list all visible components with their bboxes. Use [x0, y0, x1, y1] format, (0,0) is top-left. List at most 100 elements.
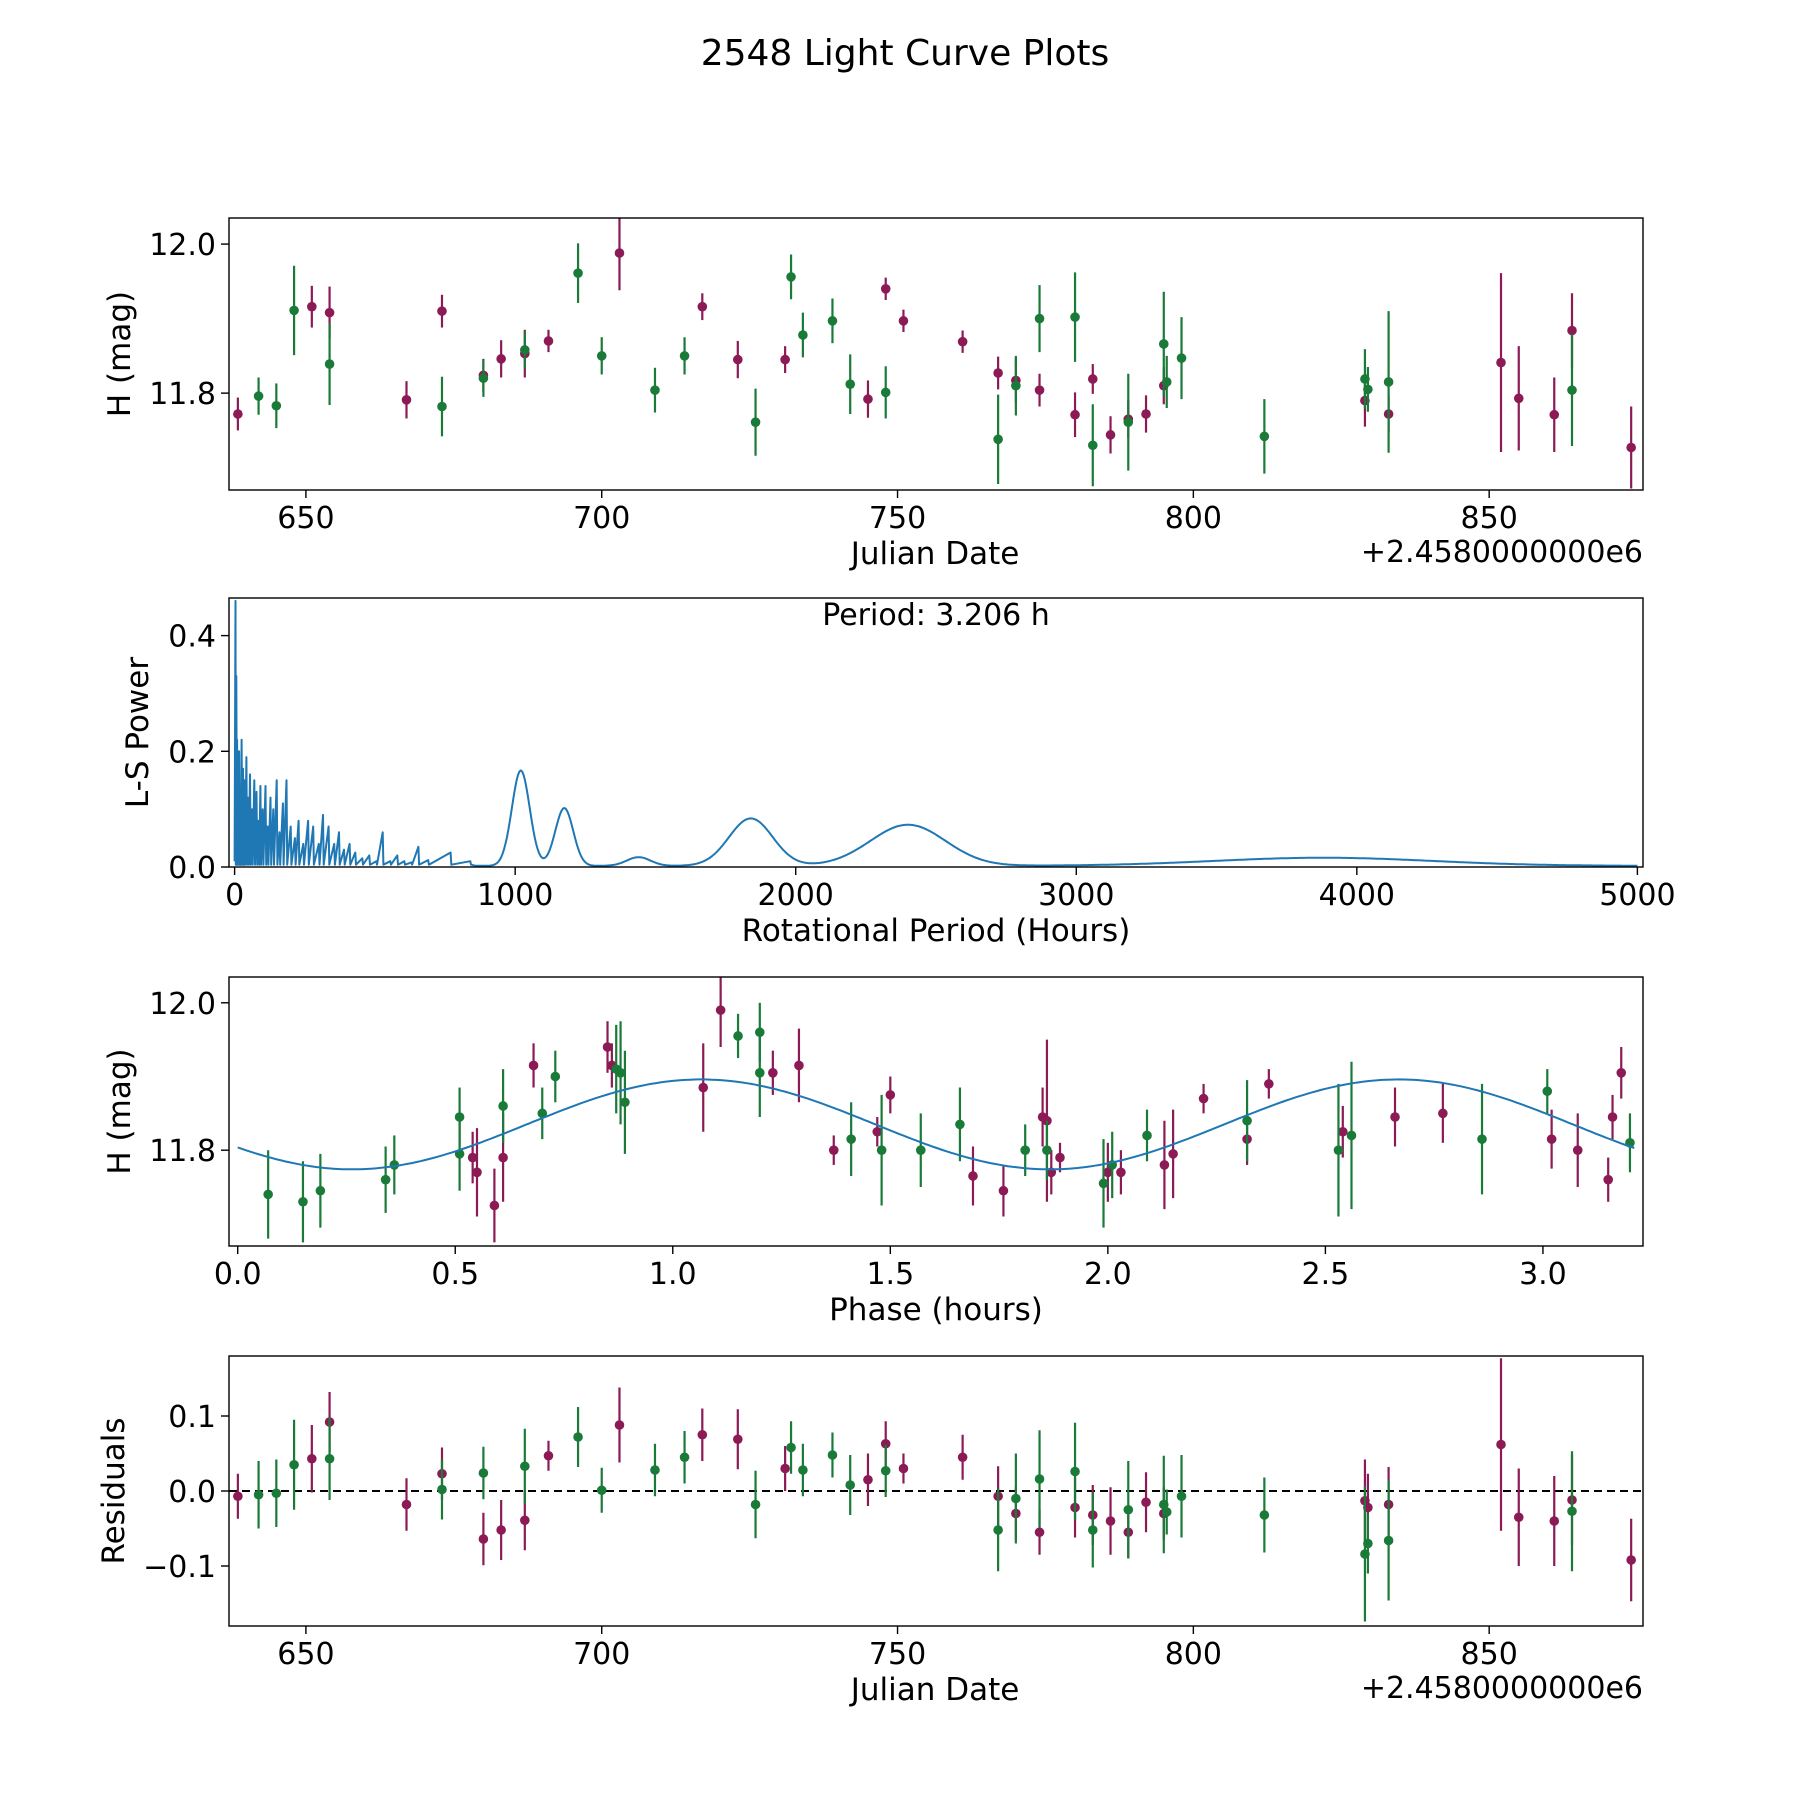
data-point [1087, 1525, 1098, 1535]
data-point [1055, 1152, 1065, 1163]
data-point [1259, 1510, 1270, 1520]
data-point [828, 1145, 839, 1155]
periodogram-panel: Period: 3.206 h 0 1000 2000 3000 4000 5000 0.0 0… [120, 597, 1676, 949]
data-point [827, 1450, 838, 1460]
y-tick-label: 0.1 [168, 1400, 216, 1435]
data-point [1070, 1466, 1080, 1477]
data-point [650, 1465, 660, 1475]
x-tick-label: 2.0 [1084, 1257, 1132, 1292]
data-point [620, 1097, 630, 1108]
data-point [968, 1171, 978, 1181]
data-point [467, 1152, 478, 1163]
data-point [537, 1108, 548, 1119]
data-point [715, 1005, 726, 1015]
data-point [1123, 417, 1134, 427]
data-point [289, 305, 299, 316]
data-point [1020, 1145, 1030, 1155]
data-point [1042, 1115, 1052, 1126]
x-tick-label: 3000 [1038, 878, 1114, 913]
data-point [750, 417, 761, 427]
data-point [573, 268, 583, 278]
x-offset-label: +2.4580000000e6 [1361, 1671, 1643, 1706]
data-point [846, 1134, 856, 1144]
data-point [1496, 357, 1506, 368]
data-point [401, 395, 412, 405]
y-tick-label: −0.1 [143, 1550, 216, 1585]
data-point [437, 401, 447, 412]
period-annotation: Period: 3.206 h [822, 598, 1050, 633]
data-point [957, 336, 968, 347]
data-point [1103, 1167, 1113, 1178]
data-point [478, 373, 489, 384]
x-tick-label: 800 [1165, 501, 1222, 536]
data-point [898, 1463, 909, 1474]
data-point [478, 1534, 489, 1544]
data-point [550, 1071, 561, 1082]
data-point [1542, 1086, 1553, 1097]
data-point [615, 1068, 626, 1078]
x-tick-label: 0.5 [431, 1257, 479, 1292]
data-point [1105, 430, 1116, 440]
data-point [733, 1434, 743, 1445]
data-point [1176, 1491, 1187, 1502]
data-point [798, 330, 808, 340]
data-point [827, 316, 838, 326]
x-axis-label: Rotational Period (Hours) [742, 913, 1131, 949]
data-point [1116, 1167, 1126, 1178]
data-point [697, 301, 708, 312]
y-tick-label: 12.0 [149, 987, 216, 1022]
data-point [489, 1200, 500, 1211]
y-tick-label: 12.0 [149, 228, 216, 263]
data-point [872, 1126, 883, 1137]
data-point [1242, 1115, 1252, 1126]
x-tick-label: 0 [225, 878, 244, 913]
data-point [955, 1119, 965, 1130]
data-point [1383, 377, 1394, 387]
data-point [271, 400, 282, 411]
data-point [1198, 1093, 1209, 1104]
data-point [880, 1438, 891, 1449]
data-point [1168, 1149, 1178, 1159]
data-point [880, 1465, 891, 1476]
data-point [1383, 1535, 1394, 1546]
data-point [1087, 440, 1098, 451]
data-point [768, 1068, 778, 1078]
x-tick-label: 5000 [1599, 878, 1675, 913]
data-point [573, 1432, 583, 1442]
data-point [1034, 1527, 1045, 1538]
data-point [520, 1461, 530, 1472]
plot-area [233, 218, 1636, 489]
x-tick-label: 0.0 [214, 1257, 262, 1292]
data-point [863, 1474, 873, 1485]
data-point [750, 1499, 761, 1510]
data-point [733, 1031, 743, 1041]
phase-folded-panel: 0.0 0.5 1.0 1.5 2.0 2.5 3.0 11.8 12.0 Phase (hour… [102, 976, 1644, 1328]
data-point [1616, 1068, 1627, 1078]
data-point [614, 248, 625, 258]
data-point [1626, 1555, 1636, 1565]
data-point [1087, 374, 1098, 384]
data-point [754, 1068, 765, 1078]
data-point [845, 1480, 856, 1490]
data-point [1363, 1538, 1373, 1549]
x-tick-label: 650 [277, 1637, 334, 1672]
data-point [307, 1453, 317, 1464]
data-point [1337, 1126, 1348, 1137]
x-axis-label: Julian Date [849, 536, 1020, 572]
data-point [498, 1101, 508, 1111]
x-tick-label: 800 [1165, 1637, 1222, 1672]
data-point [993, 434, 1003, 445]
data-point [596, 1485, 607, 1496]
axes-frame [228, 597, 1644, 868]
data-point [845, 379, 856, 389]
data-point [880, 387, 891, 398]
data-point [315, 1185, 326, 1196]
data-point [472, 1167, 482, 1178]
x-tick-label: 700 [573, 501, 630, 536]
data-point [1513, 393, 1524, 404]
data-point [1333, 1145, 1344, 1155]
data-point [1159, 1160, 1170, 1170]
data-point [780, 1463, 790, 1474]
data-point [520, 345, 530, 355]
data-point [324, 307, 335, 318]
